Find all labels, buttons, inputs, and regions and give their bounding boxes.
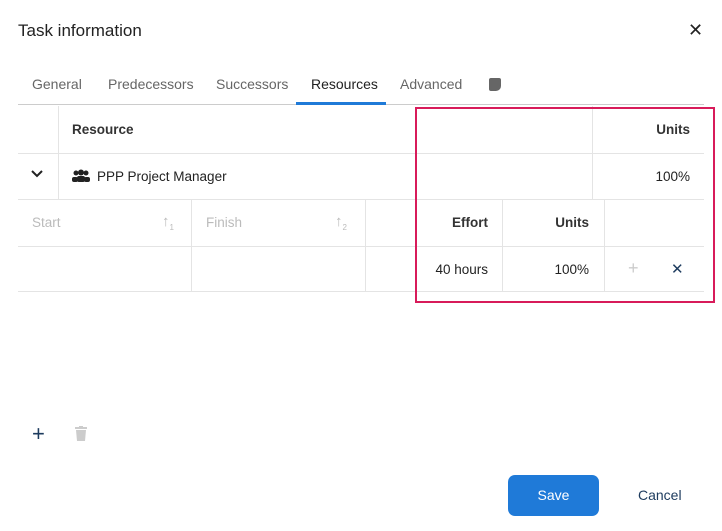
divider [191,199,192,291]
column-header-start[interactable]: Start [32,215,61,230]
divider [18,199,704,200]
tab-predecessors[interactable]: Predecessors [108,76,194,92]
sort-ascending-icon[interactable]: ↑2 [335,213,347,232]
active-tab-indicator [296,102,386,105]
divider [58,106,59,199]
assignment-units-value[interactable]: 100% [554,262,589,277]
sort-order: 2 [342,223,347,232]
sort-ascending-icon[interactable]: ↑1 [162,213,174,232]
resource-units[interactable]: 100% [655,169,690,184]
add-icon[interactable]: + [628,258,639,278]
save-button[interactable]: Save [508,475,599,516]
add-resource-icon[interactable]: + [32,421,45,446]
divider [18,246,704,247]
note-icon[interactable] [489,78,501,91]
divider [18,291,704,292]
tab-successors[interactable]: Successors [216,76,289,92]
close-icon[interactable]: ✕ [688,20,704,40]
column-header-effort[interactable]: Effort [452,215,488,230]
group-icon [72,169,90,188]
highlight-box [415,107,715,303]
resource-name[interactable]: PPP Project Manager [97,169,227,184]
divider [365,199,366,291]
tab-general[interactable]: General [32,76,82,92]
divider [18,153,704,154]
column-header-assignment-units[interactable]: Units [555,215,589,230]
chevron-down-icon[interactable] [30,166,44,182]
divider [604,199,605,291]
column-header-finish[interactable]: Finish [206,215,243,230]
sort-order: 1 [169,223,174,232]
trash-icon[interactable] [75,426,87,446]
column-header-resource[interactable]: Resource [72,122,134,137]
divider [592,106,593,199]
cancel-button[interactable]: Cancel [638,487,682,503]
divider [502,199,503,291]
tab-resources[interactable]: Resources [311,76,378,92]
dialog-title: Task information [18,21,142,40]
remove-icon[interactable]: ✕ [671,261,684,278]
column-header-units[interactable]: Units [656,122,690,137]
tab-advanced[interactable]: Advanced [400,76,463,92]
effort-value[interactable]: 40 hours [435,262,488,277]
